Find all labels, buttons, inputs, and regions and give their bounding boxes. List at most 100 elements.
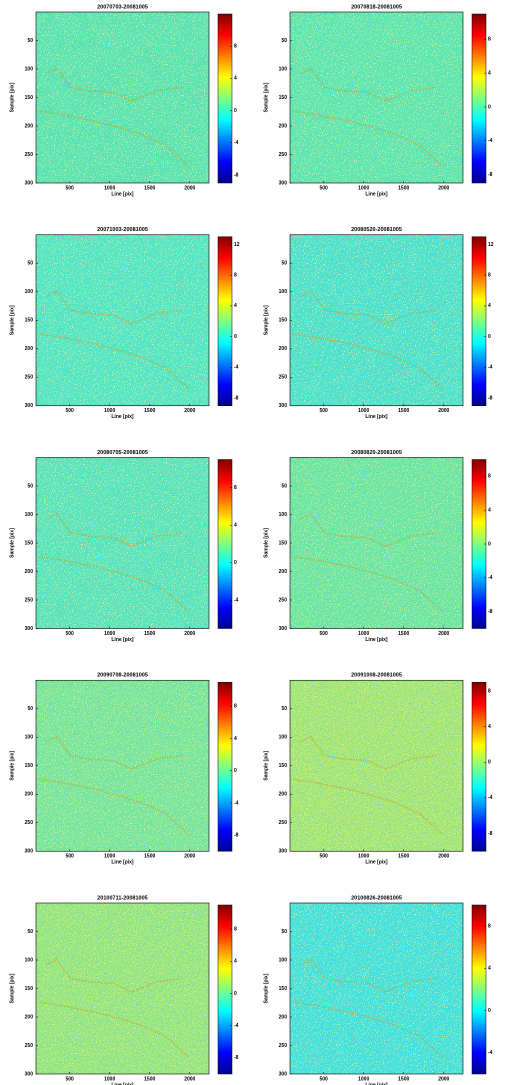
colorbar-tick-label: 8 (234, 272, 237, 278)
speckle (36, 234, 209, 406)
fault-trace (39, 555, 189, 612)
colorbar-tick-label: 0 (488, 334, 491, 340)
y-tick-label: 150 (25, 763, 34, 769)
x-tick-label: 2000 (184, 631, 195, 637)
y-tick-label: 250 (25, 152, 34, 158)
y-tick-label: 250 (279, 152, 288, 158)
colorbar-tick-label: 4 (488, 70, 491, 76)
colorbar-tick-label: 0 (234, 560, 237, 566)
y-axis-label: Sample [pix] (263, 305, 269, 335)
colorbar-tick-label: 4 (488, 966, 491, 972)
y-tick-label: 50 (281, 706, 287, 712)
y-tick-label: 50 (27, 929, 33, 935)
x-tick-label: 1000 (358, 1076, 369, 1082)
y-tick-label: 300 (279, 403, 288, 409)
y-tick-label: 250 (25, 375, 34, 381)
colorbar-tick-label: -4 (488, 138, 493, 144)
colorbar (217, 13, 233, 184)
y-axis-label: Sample [pix] (263, 82, 269, 112)
colorbar-tick-label: 4 (234, 736, 237, 742)
colorbar (217, 682, 233, 852)
y-tick-label: 100 (25, 512, 34, 518)
y-tick-label: 200 (279, 569, 288, 575)
y-axis-label: Sample [pix] (263, 528, 269, 558)
speckle (290, 457, 463, 629)
y-axis-label: Sample [pix] (263, 751, 269, 781)
colorbar-tick-label: -8 (488, 395, 493, 401)
colorbar-tick-label: 8 (234, 44, 237, 50)
x-tick-label: 1000 (104, 631, 115, 637)
x-tick-label: 1500 (398, 631, 409, 637)
colorbar-tick-label: -4 (234, 365, 239, 371)
panel-title: 20100826-20081005 (351, 895, 402, 901)
fault-trace (39, 778, 189, 835)
colorbar-tick-label: -4 (488, 795, 493, 801)
x-axis-label: Line [pix] (365, 191, 388, 197)
panel-title: 20090708-20081005 (97, 673, 148, 679)
colorbar (471, 682, 487, 852)
y-tick-label: 150 (25, 95, 34, 101)
speckle (36, 903, 209, 1074)
x-tick-label: 500 (319, 408, 328, 414)
colorbar-tick-label: 0 (234, 768, 237, 774)
y-axis-label: Sample [pix] (9, 528, 15, 558)
y-tick-label: 100 (25, 957, 34, 963)
y-tick-label: 300 (25, 403, 34, 409)
colorbar-tick-label: 0 (488, 541, 491, 547)
colorbar-tick-label: 4 (488, 303, 491, 309)
colorbar-tick-label: -8 (234, 395, 239, 401)
x-tick-label: 500 (65, 631, 74, 637)
colorbar-tick-label: 4 (234, 303, 237, 309)
colorbar-tick-label: 8 (488, 272, 491, 278)
x-tick-label: 1500 (398, 1076, 409, 1082)
y-tick-label: 200 (279, 792, 288, 798)
y-tick-label: 100 (25, 66, 34, 72)
x-tick-label: 1500 (144, 854, 155, 860)
panel-title: 20080705-20081005 (97, 450, 148, 456)
colorbar (471, 904, 487, 1075)
x-tick-label: 500 (319, 1076, 328, 1082)
x-tick-label: 1000 (104, 185, 115, 191)
y-tick-label: 300 (279, 1071, 288, 1077)
speckle (36, 680, 209, 852)
colorbar-tick-label: -8 (234, 172, 239, 178)
x-tick-label: 1500 (398, 185, 409, 191)
speckle (290, 903, 463, 1074)
y-axis-label: Sample [pix] (263, 973, 269, 1003)
colorbar (217, 459, 233, 629)
y-tick-label: 150 (25, 540, 34, 546)
x-tick-label: 500 (65, 854, 74, 860)
y-tick-label: 150 (279, 95, 288, 101)
colorbar-tick-label: 8 (234, 485, 237, 491)
x-tick-label: 2000 (438, 631, 449, 637)
y-tick-label: 300 (25, 1071, 34, 1077)
x-tick-label: 1500 (144, 631, 155, 637)
colorbar-tick-label: 4 (488, 724, 491, 730)
panel-title: 20080820-20081005 (351, 450, 402, 456)
colorbar (471, 13, 487, 184)
panel-title: 20100711-20081005 (97, 895, 147, 901)
colorbar-tick-label: -4 (488, 365, 493, 371)
fault-trace (293, 778, 443, 835)
colorbar-tick-label: 12 (234, 242, 240, 248)
colorbar-tick-label: -8 (234, 1055, 239, 1061)
y-tick-label: 50 (281, 261, 287, 267)
colorbar-tick-label: 0 (234, 108, 237, 114)
y-tick-label: 100 (25, 289, 34, 295)
y-tick-label: 200 (279, 1014, 288, 1020)
x-tick-label: 1000 (358, 854, 369, 860)
fault-trace (39, 333, 189, 390)
y-tick-label: 200 (25, 346, 34, 352)
colorbar-tick-label: 4 (234, 523, 237, 529)
x-tick-label: 1000 (104, 854, 115, 860)
colorbar-tick-label: 8 (488, 474, 491, 480)
y-tick-label: 300 (25, 180, 34, 186)
y-tick-label: 50 (27, 38, 33, 44)
y-tick-label: 250 (279, 820, 288, 826)
y-tick-label: 250 (279, 597, 288, 603)
